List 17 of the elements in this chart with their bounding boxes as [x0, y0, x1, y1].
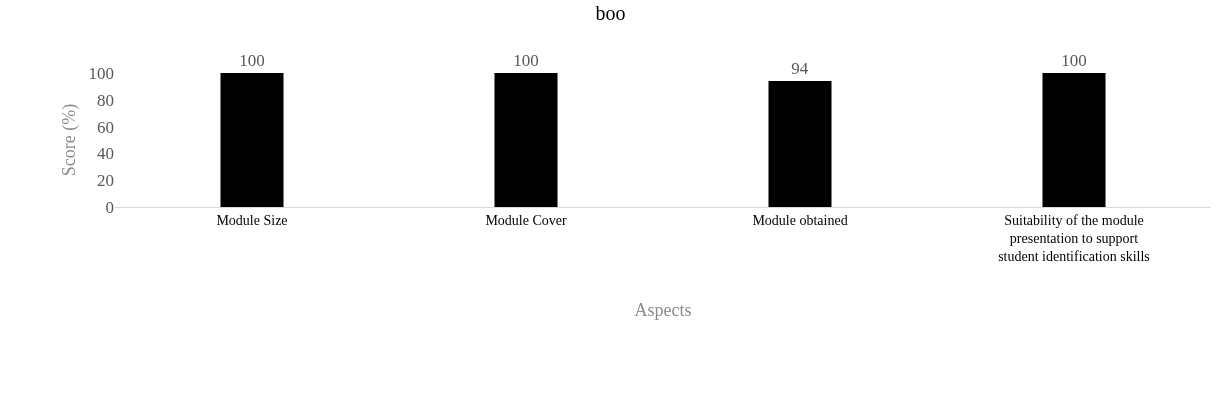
- data-label: 94: [791, 59, 809, 79]
- y-tick-label: 80: [97, 90, 114, 110]
- data-label: 100: [513, 51, 539, 70]
- y-tick-label: 40: [97, 144, 114, 164]
- data-label: 100: [239, 51, 265, 70]
- x-tick-label: Module obtained: [752, 212, 848, 228]
- y-tick-label: 60: [97, 117, 114, 137]
- x-axis-title: Aspects: [634, 300, 692, 321]
- data-label: 100: [1061, 51, 1087, 70]
- y-axis-title: Score (%): [58, 103, 80, 177]
- x-tick-label: Module Cover: [485, 212, 567, 228]
- y-tick-label: 20: [97, 171, 114, 191]
- x-tick-label: Suitability of the module presentation to support student identification skills: [998, 212, 1150, 265]
- y-tick-label: 100: [88, 63, 114, 83]
- chart-title: boo: [595, 2, 626, 25]
- x-tick-label: Module Size: [216, 212, 288, 228]
- y-tick-label: 0: [105, 197, 114, 217]
